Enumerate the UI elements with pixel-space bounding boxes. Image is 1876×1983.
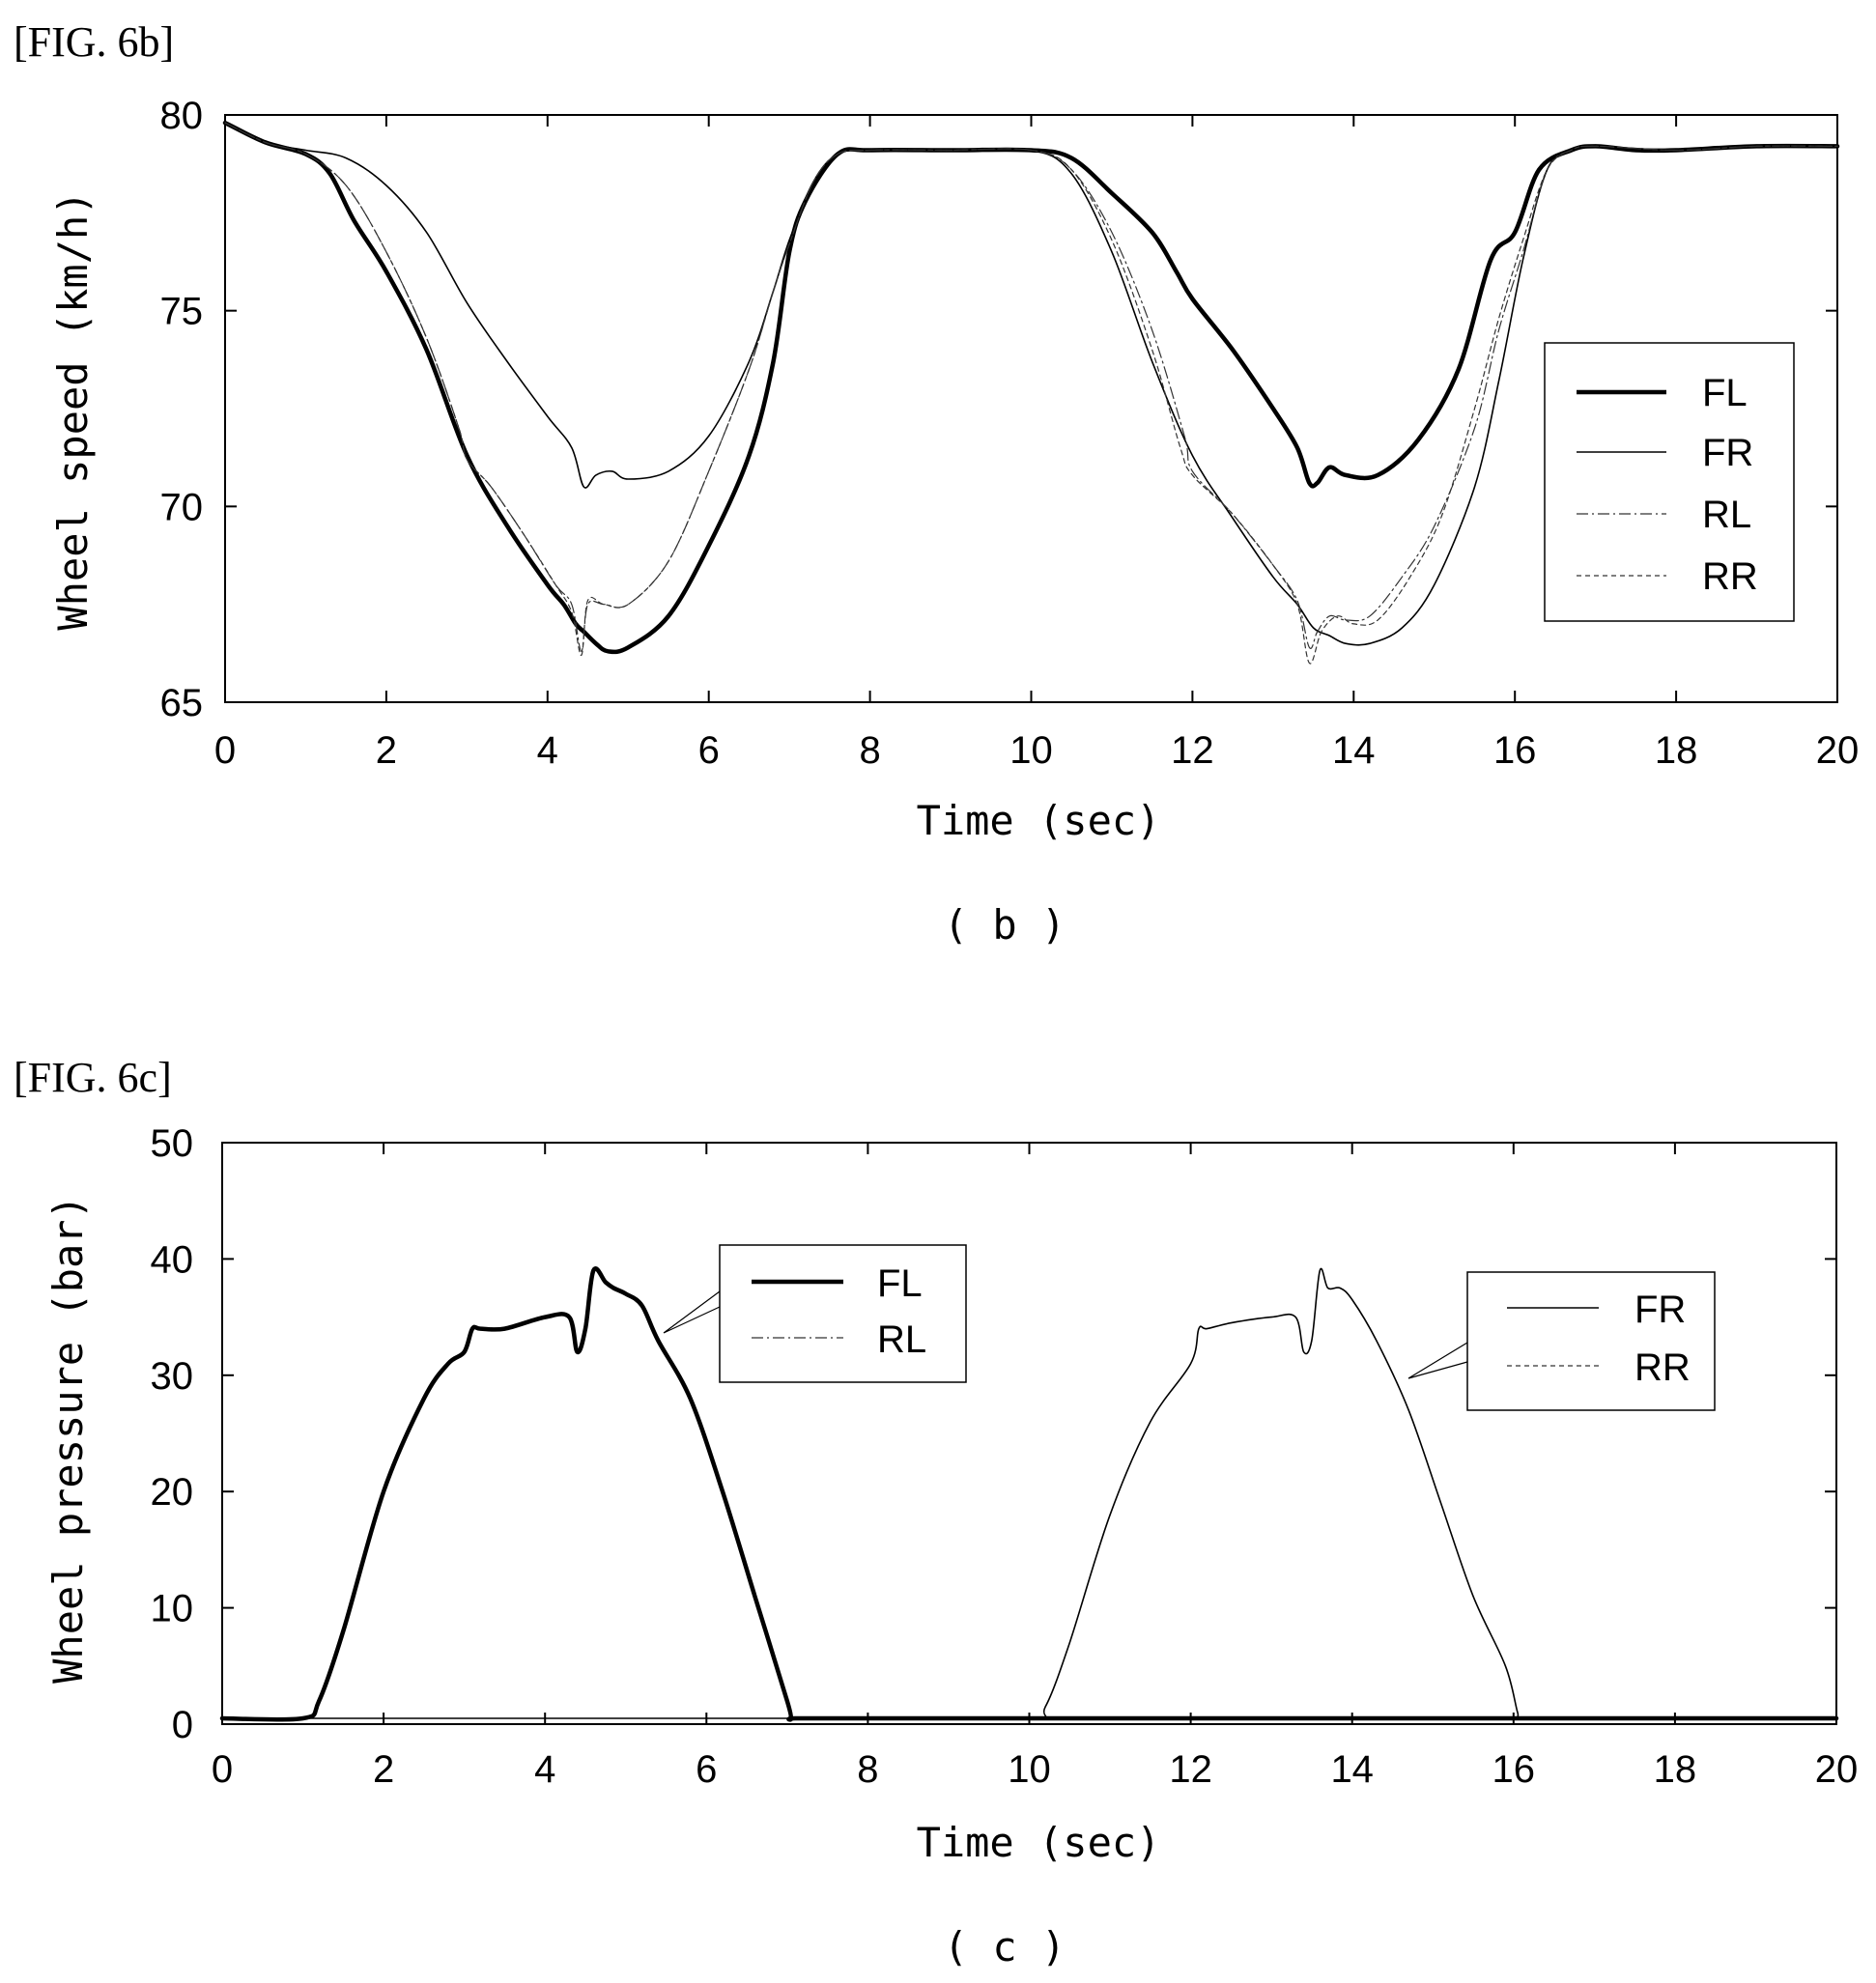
x-tick-label: 18 (1654, 1748, 1697, 1791)
legend-label-fl: FL (1702, 372, 1748, 414)
x-axis-title-6c: Time (sec) (917, 1819, 1161, 1866)
y-axis-title-6c: Wheel pressure (bar) (44, 1195, 92, 1684)
y-tick-label: 50 (151, 1122, 194, 1165)
legend-box-6c-right (1466, 1271, 1716, 1411)
caption-6c: ( c ) (944, 1923, 1066, 1970)
legend-6c-left: FL RL (663, 1244, 967, 1383)
y-axis-title-6b: Wheel speed (km/h) (49, 190, 97, 630)
figure-label-6b: [FIG. 6b] (14, 18, 174, 66)
series-line-fr-6c (221, 1267, 1837, 1720)
x-tick-label: 16 (1492, 1748, 1536, 1791)
x-tick-label: 12 (1171, 729, 1214, 772)
y-tick-label: 30 (151, 1355, 194, 1398)
caption-6b: ( b ) (944, 901, 1066, 949)
y-tick-label: 40 (151, 1238, 194, 1281)
x-tick-label: 4 (534, 1748, 555, 1791)
legend-box-6c-left (719, 1244, 967, 1383)
legend-label-rr-6c: RR (1634, 1346, 1691, 1389)
x-axis-title-6b: Time (sec) (917, 797, 1161, 844)
x-tick-label: 0 (214, 729, 236, 772)
x-tick-label: 2 (373, 1748, 394, 1791)
x-tick-label: 20 (1815, 1748, 1859, 1791)
x-tick-label: 18 (1655, 729, 1698, 772)
chart-6c: [FIG. 6c] 0 2 4 6 8 10 12 14 16 18 20 0 10 20 30 40 50 T… (14, 1054, 1858, 1970)
y-tick-label: 80 (160, 95, 204, 137)
y-tick-label: 65 (160, 682, 204, 724)
x-tick-label: 10 (1008, 1748, 1051, 1791)
legend-box-6b (1544, 342, 1795, 622)
x-tick-label: 6 (698, 729, 720, 772)
x-tick-label: 4 (537, 729, 558, 772)
x-tick-label: 8 (859, 729, 880, 772)
figure-label-6c: [FIG. 6c] (14, 1054, 172, 1101)
legend-label-rl: RL (1702, 494, 1751, 536)
x-tick-label: 10 (1009, 729, 1053, 772)
legend-label-rl-6c: RL (877, 1318, 926, 1361)
legend-6c-right: FR RR (1407, 1271, 1716, 1411)
x-tick-label: 6 (696, 1748, 717, 1791)
legend-6b: FL FR RL RR (1544, 342, 1795, 622)
axis-ticks-6c: 0 2 4 6 8 10 12 14 16 18 20 0 10 20 30 40 50 (151, 1122, 1859, 1791)
legend-label-fr-6c: FR (1634, 1289, 1686, 1331)
x-tick-label: 16 (1493, 729, 1537, 772)
y-tick-label: 20 (151, 1471, 194, 1514)
x-tick-label: 2 (376, 729, 397, 772)
series-group-6c (219, 1266, 1839, 1722)
legend-label-rr: RR (1702, 555, 1758, 598)
chart-6b: [FIG. 6b] 0 2 4 6 8 10 12 14 16 18 20 65 70 75 80 Time… (14, 18, 1859, 949)
legend-label-fr: FR (1702, 432, 1753, 474)
x-tick-label: 8 (857, 1748, 878, 1791)
legend-callout-right (1407, 1342, 1468, 1379)
series-line-fl-6c (219, 1266, 1839, 1722)
y-tick-label: 10 (151, 1588, 194, 1630)
axis-ticks-6b: 0 2 4 6 8 10 12 14 16 18 20 65 70 75 80 (160, 95, 1860, 772)
series-group-6b (222, 120, 1840, 665)
x-tick-label: 12 (1169, 1748, 1212, 1791)
plot-frame-6c (221, 1142, 1837, 1725)
x-tick-label: 20 (1816, 729, 1860, 772)
series-line-rr-6b (224, 122, 1838, 665)
legend-label-fl-6c: FL (877, 1262, 923, 1305)
y-tick-label: 70 (160, 486, 204, 528)
x-tick-label: 14 (1332, 729, 1376, 772)
y-tick-label: 0 (172, 1704, 193, 1746)
x-tick-label: 14 (1330, 1748, 1374, 1791)
legend-callout-left (663, 1290, 721, 1334)
x-tick-label: 0 (212, 1748, 233, 1791)
y-tick-label: 75 (160, 291, 204, 333)
